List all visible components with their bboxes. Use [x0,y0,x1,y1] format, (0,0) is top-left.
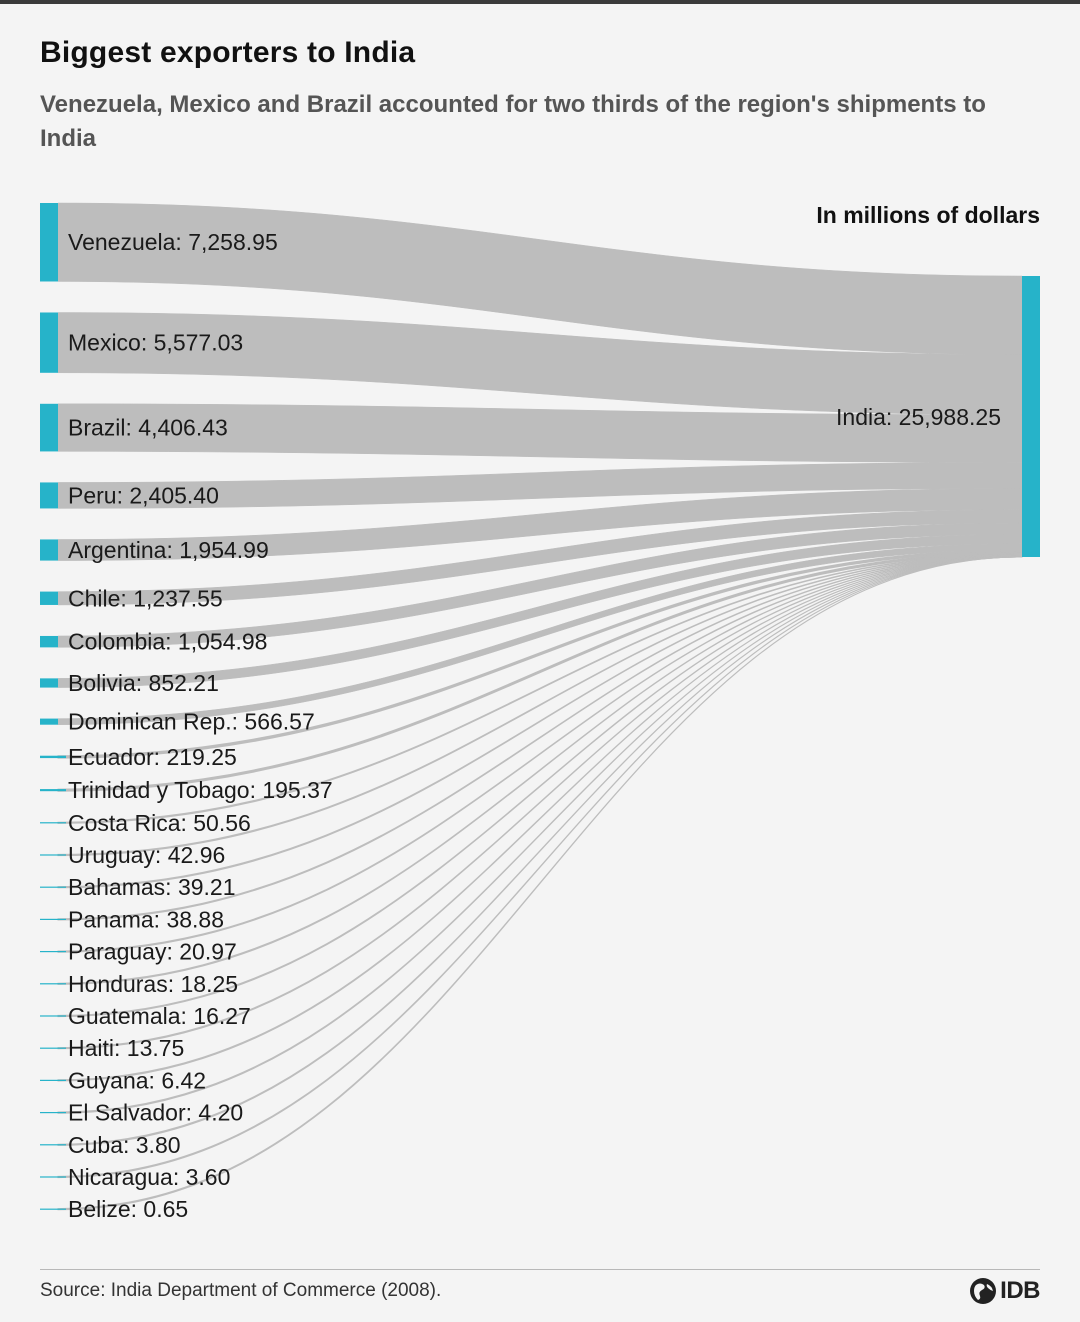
node-dominican-rep [40,718,58,725]
node-costa-rica [40,822,66,824]
label-cuba: Cuba: 3.80 [68,1132,181,1158]
label-mexico: Mexico: 5,577.03 [68,330,243,356]
node-guatemala [40,1015,66,1017]
node-peru [40,482,58,509]
label-haiti: Haiti: 13.75 [68,1035,184,1061]
label-el-salvador: El Salvador: 4.20 [68,1100,243,1126]
logo-text: IDB [1000,1277,1040,1304]
node-uruguay [40,854,66,856]
node-colombia [40,635,58,648]
label-honduras: Honduras: 18.25 [68,971,238,997]
label-dominican-rep: Dominican Rep.: 566.57 [68,709,315,735]
label-belize: Belize: 0.65 [68,1196,188,1222]
node-nicaragua [40,1176,66,1178]
node-guyana [40,1079,66,1081]
node-bolivia [40,678,58,688]
node-brazil [40,403,58,452]
label-ecuador: Ecuador: 219.25 [68,744,237,770]
node-argentina [40,539,58,561]
sankey-nodes [40,203,1040,1210]
label-chile: Chile: 1,237.55 [68,585,223,611]
label-colombia: Colombia: 1,054.98 [68,629,267,655]
node-mexico [40,312,58,373]
idb-logo: IDB [968,1276,1040,1306]
node-panama [40,918,66,920]
chart-title: Biggest exporters to India [40,36,416,69]
sankey-chart: Venezuela: 7,258.95 Mexico: 5,577.03 Brazi… [40,202,1040,1222]
node-paraguay [40,950,66,953]
node-el-salvador [40,1111,66,1114]
label-uruguay: Uruguay: 42.96 [68,842,225,868]
unit-label: In millions of dollars [816,202,1040,228]
node-ecuador [40,755,66,759]
chart-subtitle: Venezuela, Mexico and Brazil accounted f… [40,91,986,152]
node-trinidad-y-tobago [40,789,66,792]
node-india [1022,276,1040,557]
label-india: India: 25,988.25 [836,404,1001,430]
label-paraguay: Paraguay: 20.97 [68,939,237,965]
label-panama: Panama: 38.88 [68,906,224,932]
globe-icon [970,1278,997,1304]
footer-divider [40,1269,1040,1270]
node-venezuela [40,203,58,282]
label-trinidad-y-tobago: Trinidad y Tobago: 195.37 [68,777,333,803]
node-honduras [40,983,66,985]
node-belize [40,1208,66,1210]
label-costa-rica: Costa Rica: 50.56 [68,810,251,836]
node-chile [40,591,58,605]
node-bahamas [40,886,66,888]
label-bahamas: Bahamas: 39.21 [68,874,236,900]
label-guyana: Guyana: 6.42 [68,1067,206,1093]
top-rule [0,0,1080,4]
source-note: Source: India Department of Commerce (20… [40,1280,442,1301]
label-nicaragua: Nicaragua: 3.60 [68,1164,230,1190]
label-brazil: Brazil: 4,406.43 [68,415,228,441]
sankey-links [57,202,1023,1211]
node-cuba [40,1144,66,1146]
label-bolivia: Bolivia: 852.21 [68,670,219,696]
label-venezuela: Venezuela: 7,258.95 [68,229,278,255]
label-guatemala: Guatemala: 16.27 [68,1003,251,1029]
sankey-labels: Venezuela: 7,258.95 Mexico: 5,577.03 Brazi… [68,229,1001,1222]
node-haiti [40,1047,66,1049]
label-argentina: Argentina: 1,954.99 [68,537,269,563]
label-peru: Peru: 2,405.40 [68,482,219,508]
